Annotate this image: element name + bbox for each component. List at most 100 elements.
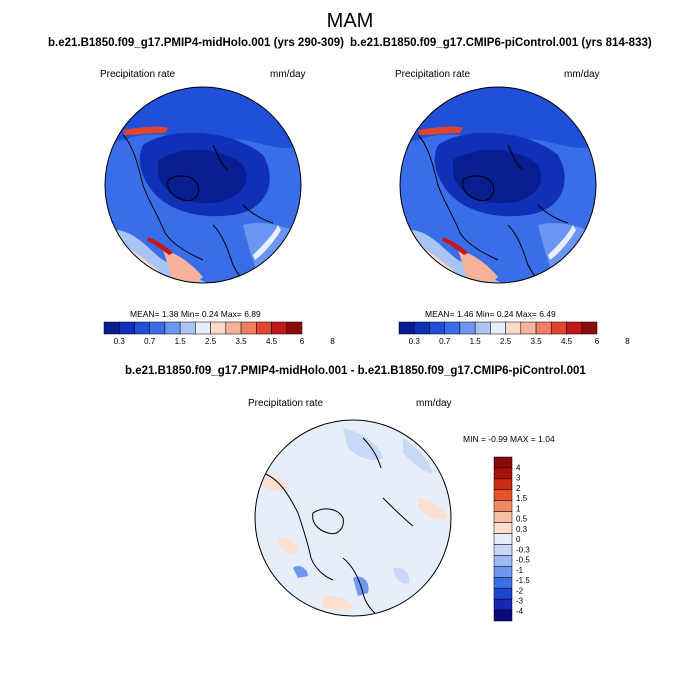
colorbar-swatch <box>398 321 415 335</box>
figure-title: MAM <box>326 10 374 32</box>
panel-3-title: b.e21.B1850.f09_g17.PMIP4-midHolo.001 - … <box>125 365 586 377</box>
max-value: 1.04 <box>538 434 555 444</box>
panel-2-stats: MEAN= 1.46 Min= 0.24 Max= 6.49 <box>425 309 556 319</box>
colorbar-swatch <box>179 321 196 335</box>
colorbar-tick-label: 4.5 <box>561 337 573 346</box>
colorbar-tick-label: 0 <box>516 535 521 544</box>
colorbar-swatch <box>493 587 513 600</box>
panel-2-units: mm/day <box>564 69 600 80</box>
colorbar-swatch <box>493 598 513 611</box>
colorbar-tick-label: 1 <box>516 504 521 513</box>
panel-1-units: mm/day <box>270 69 306 80</box>
panel-1-title: b.e21.B1850.f09_g17.PMIP4-midHolo.001 (y… <box>48 37 344 49</box>
panel-1-variable: Precipitation rate <box>100 69 176 80</box>
colorbar-swatch <box>493 456 513 469</box>
colorbar-tick-label: 0.3 <box>516 525 528 534</box>
colorbar-swatch <box>413 321 430 335</box>
colorbar-swatch <box>103 321 120 335</box>
colorbar-swatch <box>493 489 513 501</box>
panel-1-map <box>104 86 302 284</box>
mean-value: 1.46 <box>456 309 474 319</box>
colorbar-tick-label: -3 <box>516 597 524 606</box>
colorbar-tick-label: 6 <box>300 337 305 346</box>
colorbar-swatch <box>535 321 552 335</box>
colorbar-tick-label: 0.7 <box>144 337 156 346</box>
colorbar-swatch <box>149 321 166 335</box>
colorbar-swatch <box>493 500 513 512</box>
max-label: Max= <box>515 309 537 319</box>
colorbar-swatch <box>240 321 257 335</box>
min-value: 0.24 <box>496 309 514 319</box>
colorbar-swatch <box>493 544 513 556</box>
min-value: -0.99 <box>488 434 508 444</box>
colorbar-swatch <box>493 511 513 523</box>
colorbar-swatch <box>118 321 135 335</box>
colorbar-swatch <box>195 321 211 335</box>
colorbar-tick-label: 2.5 <box>500 337 512 346</box>
colorbar-tick-label: 4 <box>516 463 521 472</box>
mean-label: MEAN= <box>425 309 455 319</box>
colorbar-tick-label: -0.3 <box>516 545 530 554</box>
colorbar-swatch <box>210 321 227 335</box>
colorbar-tick-label: 0.3 <box>114 337 126 346</box>
colorbar-swatch <box>493 609 513 622</box>
colorbar-swatch <box>459 321 476 335</box>
colorbar-swatch <box>493 555 513 567</box>
max-label: MAX = <box>510 434 536 444</box>
colorbar-tick-label: -4 <box>516 607 524 616</box>
colorbar-tick-label: 6 <box>595 337 600 346</box>
colorbar-swatch <box>493 533 513 545</box>
colorbar-swatch <box>474 321 491 335</box>
min-label: Min= <box>180 309 200 319</box>
colorbar-tick-label: -1 <box>516 566 524 575</box>
panel-3-units: mm/day <box>416 398 452 409</box>
colorbar-swatch <box>581 321 598 335</box>
colorbar-swatch <box>493 467 513 480</box>
colorbar-tick-label: 0.7 <box>439 337 451 346</box>
panel-2-title: b.e21.B1850.f09_g17.CMIP6-piControl.001 … <box>350 37 652 49</box>
min-label: MIN = <box>463 434 486 444</box>
colorbar-tick-label: -1.5 <box>516 576 530 585</box>
colorbar-swatch <box>493 522 513 534</box>
colorbar-swatch <box>493 478 513 491</box>
colorbar-tick-label: 8 <box>330 337 335 346</box>
colorbar-tick-label: 1.5 <box>175 337 187 346</box>
colorbar-swatch <box>271 321 288 335</box>
colorbar-tick-label: 2 <box>516 484 521 493</box>
colorbar-swatch <box>444 321 461 335</box>
colorbar-tick-label: 0.5 <box>516 515 528 524</box>
colorbar-swatch <box>134 321 150 335</box>
min-value: 0.24 <box>201 309 219 319</box>
panel-3-stats: MIN = -0.99 MAX = 1.04 <box>463 434 555 444</box>
colorbar-swatch <box>490 321 506 335</box>
colorbar-tick-label: 3.5 <box>236 337 248 346</box>
panel-3-colorbar: 4 321.51 0.50.30-0.3 -0.5-1-1.5-2 -3-4 <box>493 456 530 622</box>
colorbar-swatch <box>225 321 242 335</box>
colorbar-tick-label: 0.3 <box>409 337 421 346</box>
colorbar-tick-label: 1.5 <box>516 494 528 503</box>
colorbar-swatch <box>429 321 445 335</box>
colorbar-swatch <box>286 321 303 335</box>
colorbar-swatch <box>505 321 522 335</box>
colorbar-tick-label: 8 <box>625 337 630 346</box>
colorbar-tick-label: -0.5 <box>516 556 530 565</box>
max-value: 6.89 <box>244 309 261 319</box>
colorbar-swatch <box>164 321 181 335</box>
colorbar-tick-label: 1.5 <box>470 337 482 346</box>
panel-2-variable: Precipitation rate <box>395 69 471 80</box>
mean-value: 1.38 <box>161 309 179 319</box>
colorbar-swatch <box>520 321 537 335</box>
panel-3-map <box>254 419 452 617</box>
min-label: Min= <box>475 309 495 319</box>
colorbar-swatch <box>493 577 513 589</box>
panel-2-map <box>399 86 597 284</box>
max-value: 6.49 <box>539 309 556 319</box>
panel-1-colorbar: 0.3 0.7 1.5 2.5 3.5 4.5 6 8 <box>103 321 335 346</box>
colorbar-tick-label: 4.5 <box>266 337 278 346</box>
colorbar-swatch <box>551 321 567 335</box>
panel-1-stats: MEAN= 1.38 Min= 0.24 Max= 6.89 <box>130 309 261 319</box>
panel-2-colorbar: 0.3 0.7 1.5 2.5 3.5 4.5 6 8 <box>398 321 630 346</box>
colorbar-swatch <box>256 321 272 335</box>
colorbar-tick-label: 3.5 <box>531 337 543 346</box>
colorbar-tick-label: 2.5 <box>205 337 217 346</box>
